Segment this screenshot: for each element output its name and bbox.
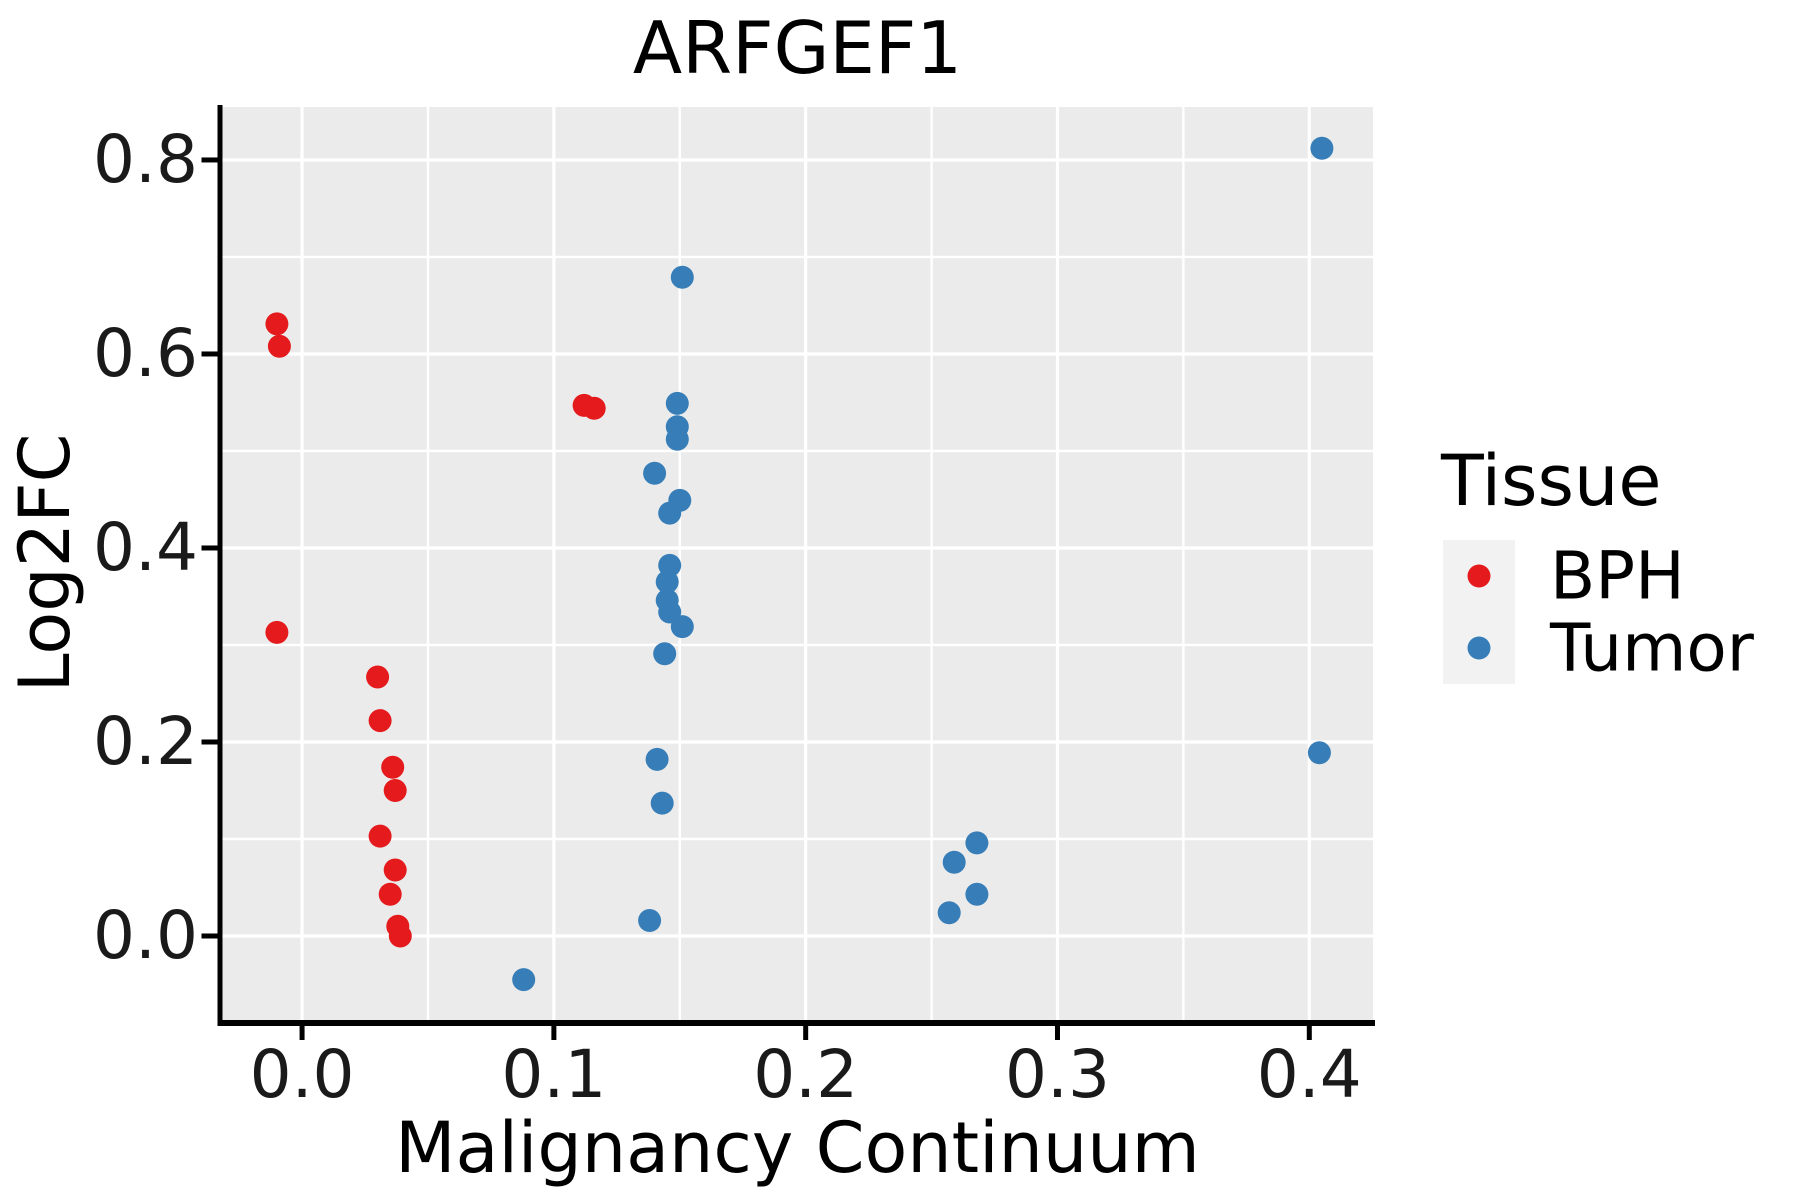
- legend-label-tumor: Tumor: [1550, 609, 1754, 686]
- data-point-tumor: [942, 850, 966, 874]
- data-point-bph: [378, 882, 402, 906]
- tumor-dot-icon: [1467, 636, 1491, 659]
- y-tick-mark: [201, 157, 218, 163]
- data-point-bph: [265, 620, 289, 644]
- data-point-bph: [366, 665, 390, 689]
- panel-background: [222, 107, 1373, 1020]
- data-point-bph: [368, 824, 392, 848]
- plot-panel: [222, 107, 1373, 1020]
- y-tick-mark: [201, 739, 218, 745]
- data-point-tumor: [1310, 136, 1334, 160]
- y-tick-mark: [201, 545, 218, 551]
- x-axis-title: Malignancy Continuum: [395, 1107, 1200, 1189]
- y-tick-label: 0.8: [93, 120, 198, 198]
- data-point-tumor: [512, 968, 536, 992]
- x-axis-spine: [217, 1020, 1375, 1026]
- data-point-bph: [267, 334, 291, 358]
- data-point-tumor: [665, 427, 689, 451]
- legend-key-tumor: [1443, 611, 1515, 684]
- data-point-bph: [383, 779, 407, 802]
- data-point-tumor: [650, 791, 674, 815]
- data-point-bph: [265, 312, 289, 336]
- y-tick-label: 0.0: [93, 896, 198, 974]
- x-tick-mark: [551, 1026, 557, 1040]
- chart-title: ARFGEF1: [632, 6, 963, 90]
- data-point-tumor: [665, 391, 689, 415]
- x-tick-label: 0.4: [1256, 1036, 1362, 1113]
- data-point-tumor: [670, 265, 694, 289]
- data-point-tumor: [965, 831, 989, 855]
- data-point-tumor: [638, 909, 662, 932]
- y-tick-label: 0.4: [93, 508, 198, 586]
- data-point-bph: [582, 396, 606, 420]
- data-point-tumor: [937, 901, 961, 925]
- bph-dot-icon: [1467, 564, 1491, 588]
- y-tick-mark: [201, 933, 218, 939]
- axis-lines-and-ticks: [201, 105, 1375, 1040]
- x-tick-label: 0.0: [249, 1036, 355, 1113]
- data-point-bph: [368, 709, 392, 733]
- x-tick-mark: [803, 1026, 809, 1040]
- data-point-bph: [381, 755, 405, 779]
- data-point-bph: [383, 858, 407, 882]
- x-tick-mark: [1054, 1026, 1060, 1040]
- x-tick-label: 0.3: [1005, 1036, 1110, 1113]
- y-tick-mark: [201, 351, 218, 357]
- data-point-bph: [388, 924, 412, 948]
- legend-title: Tissue: [1441, 440, 1662, 522]
- x-tick-label: 0.2: [753, 1036, 859, 1113]
- x-tick-mark: [299, 1026, 305, 1040]
- data-point-tumor: [670, 615, 694, 639]
- legend-label-bph: BPH: [1550, 537, 1685, 615]
- data-point-tumor: [1307, 741, 1331, 765]
- data-point-tumor: [655, 570, 679, 594]
- y-tick-label: 0.6: [93, 314, 198, 392]
- data-point-tumor: [658, 501, 682, 525]
- data-point-tumor: [965, 882, 989, 906]
- y-tick-label: 0.2: [93, 702, 198, 780]
- y-axis-spine: [217, 105, 223, 1022]
- data-points: [265, 136, 1334, 992]
- legend-key-bph: [1443, 540, 1515, 612]
- data-point-tumor: [645, 747, 669, 771]
- x-tick-label: 0.1: [501, 1036, 607, 1113]
- data-point-tumor: [643, 461, 667, 485]
- data-point-tumor: [653, 642, 677, 666]
- major-gridlines: [222, 107, 1373, 1020]
- x-tick-mark: [1306, 1026, 1312, 1040]
